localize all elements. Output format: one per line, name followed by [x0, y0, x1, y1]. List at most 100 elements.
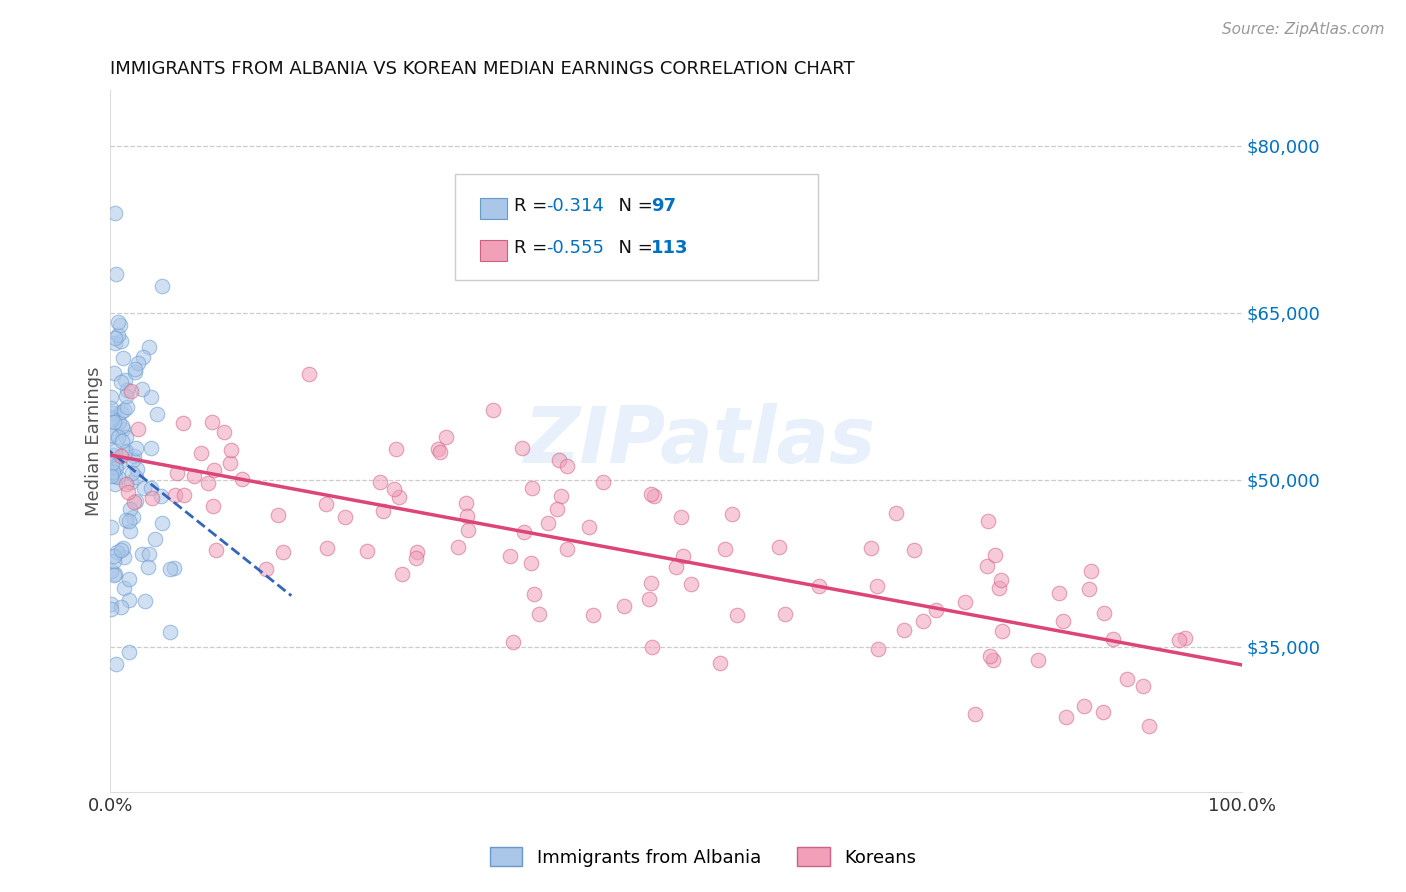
- Point: [111, 541, 134, 555]
- Point: [100, 390, 122, 404]
- Point: [120, 475, 142, 490]
- Point: [991, 624, 1014, 639]
- Point: [122, 509, 145, 524]
- Point: [1092, 606, 1115, 620]
- Point: [373, 504, 395, 518]
- Point: [977, 515, 1000, 529]
- Point: [775, 607, 797, 622]
- Point: [111, 434, 134, 449]
- Point: [499, 549, 522, 563]
- Point: [100, 429, 122, 443]
- Point: [925, 602, 948, 616]
- Point: [110, 543, 132, 558]
- Point: [197, 476, 219, 491]
- Point: [104, 336, 127, 351]
- Point: [105, 461, 128, 475]
- Point: [429, 444, 451, 458]
- Point: [679, 577, 702, 591]
- Point: [122, 495, 145, 509]
- Point: [903, 542, 925, 557]
- Point: [108, 318, 131, 332]
- Point: [613, 599, 636, 613]
- Point: [202, 499, 225, 513]
- FancyBboxPatch shape: [456, 175, 817, 280]
- Point: [125, 470, 148, 484]
- Point: [254, 562, 277, 576]
- Point: [104, 444, 127, 458]
- Point: [117, 484, 139, 499]
- Point: [107, 470, 129, 484]
- Point: [150, 516, 173, 530]
- Point: [557, 541, 579, 556]
- Point: [219, 443, 242, 458]
- Point: [104, 459, 127, 474]
- Point: [141, 441, 163, 455]
- Point: [664, 560, 686, 574]
- Text: 97: 97: [651, 197, 676, 215]
- Text: N =: N =: [607, 197, 658, 215]
- Point: [1167, 633, 1189, 648]
- Point: [979, 648, 1001, 663]
- Point: [990, 573, 1012, 587]
- Point: [110, 334, 132, 349]
- Point: [166, 467, 188, 481]
- Point: [159, 624, 181, 639]
- Point: [125, 462, 148, 476]
- Point: [115, 444, 138, 458]
- Point: [391, 566, 413, 581]
- Point: [108, 456, 131, 470]
- Point: [1116, 673, 1139, 687]
- Point: [138, 341, 160, 355]
- Point: [107, 430, 129, 444]
- Point: [513, 524, 536, 539]
- Point: [139, 390, 162, 404]
- Point: [893, 623, 915, 637]
- Point: [104, 567, 127, 582]
- Point: [520, 557, 543, 571]
- Point: [456, 508, 478, 523]
- Point: [105, 657, 128, 672]
- Point: [100, 520, 122, 534]
- Bar: [481, 240, 508, 260]
- Point: [114, 374, 136, 388]
- Point: [115, 476, 138, 491]
- Point: [107, 327, 129, 342]
- Point: [555, 458, 578, 473]
- Point: [1080, 564, 1102, 578]
- Point: [382, 482, 405, 496]
- Point: [100, 401, 122, 415]
- Point: [1026, 653, 1049, 667]
- Point: [110, 449, 132, 463]
- Point: [100, 602, 122, 616]
- Point: [641, 640, 664, 654]
- Point: [548, 453, 571, 467]
- Point: [537, 516, 560, 531]
- Point: [384, 442, 406, 456]
- Point: [118, 593, 141, 607]
- Point: [124, 365, 146, 379]
- Point: [267, 508, 290, 523]
- Point: [127, 422, 149, 436]
- Point: [146, 408, 169, 422]
- Point: [1091, 705, 1114, 719]
- Point: [125, 441, 148, 455]
- Point: [714, 541, 737, 556]
- Point: [406, 545, 429, 559]
- Point: [110, 375, 132, 389]
- Point: [1102, 632, 1125, 647]
- Point: [866, 579, 889, 593]
- Point: [134, 481, 156, 495]
- Point: [100, 456, 122, 470]
- Point: [640, 575, 662, 590]
- Point: [202, 463, 225, 477]
- Point: [163, 560, 186, 574]
- Point: [953, 595, 976, 609]
- Point: [115, 400, 138, 414]
- Point: [101, 410, 124, 425]
- Point: [104, 477, 127, 491]
- Point: [1054, 710, 1077, 724]
- Text: R =: R =: [515, 197, 553, 215]
- Point: [112, 581, 135, 595]
- Point: [100, 427, 122, 442]
- Legend: Immigrants from Albania, Koreans: Immigrants from Albania, Koreans: [482, 840, 924, 874]
